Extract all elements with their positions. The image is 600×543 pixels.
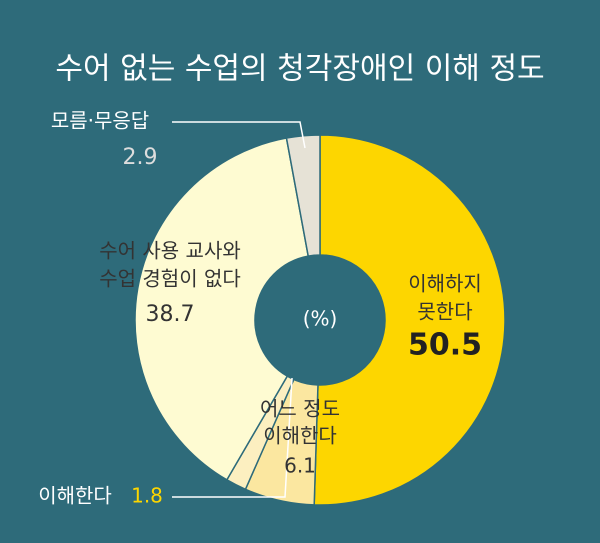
chart-title: 수어 없는 수업의 청각장애인 이해 정도: [55, 52, 544, 87]
value-label: 6.1: [284, 454, 316, 478]
slice-label: 수어 사용 교사와: [99, 239, 241, 263]
value-label: 38.7: [146, 302, 195, 327]
center-label: (%): [303, 307, 338, 331]
slice-label: 어느 정도: [260, 397, 340, 421]
donut-slice: [313, 134, 506, 506]
slice-label: 수업 경험이 없다: [99, 267, 241, 291]
value-label: 2.9: [123, 145, 158, 170]
leader-line: [172, 377, 293, 498]
slice-label: 이해한다: [38, 484, 112, 508]
slice-label: 이해한다: [263, 424, 337, 448]
slice-label: 못한다: [417, 300, 472, 324]
donut-slice: [285, 134, 321, 257]
slice-label: 모름·무응답: [51, 109, 149, 133]
value-label: 1.8: [131, 484, 163, 508]
leader-line: [172, 121, 306, 149]
value-label: 50.5: [408, 328, 482, 363]
donut-slice: [134, 137, 310, 481]
slice-label: 이해하지: [408, 272, 482, 296]
